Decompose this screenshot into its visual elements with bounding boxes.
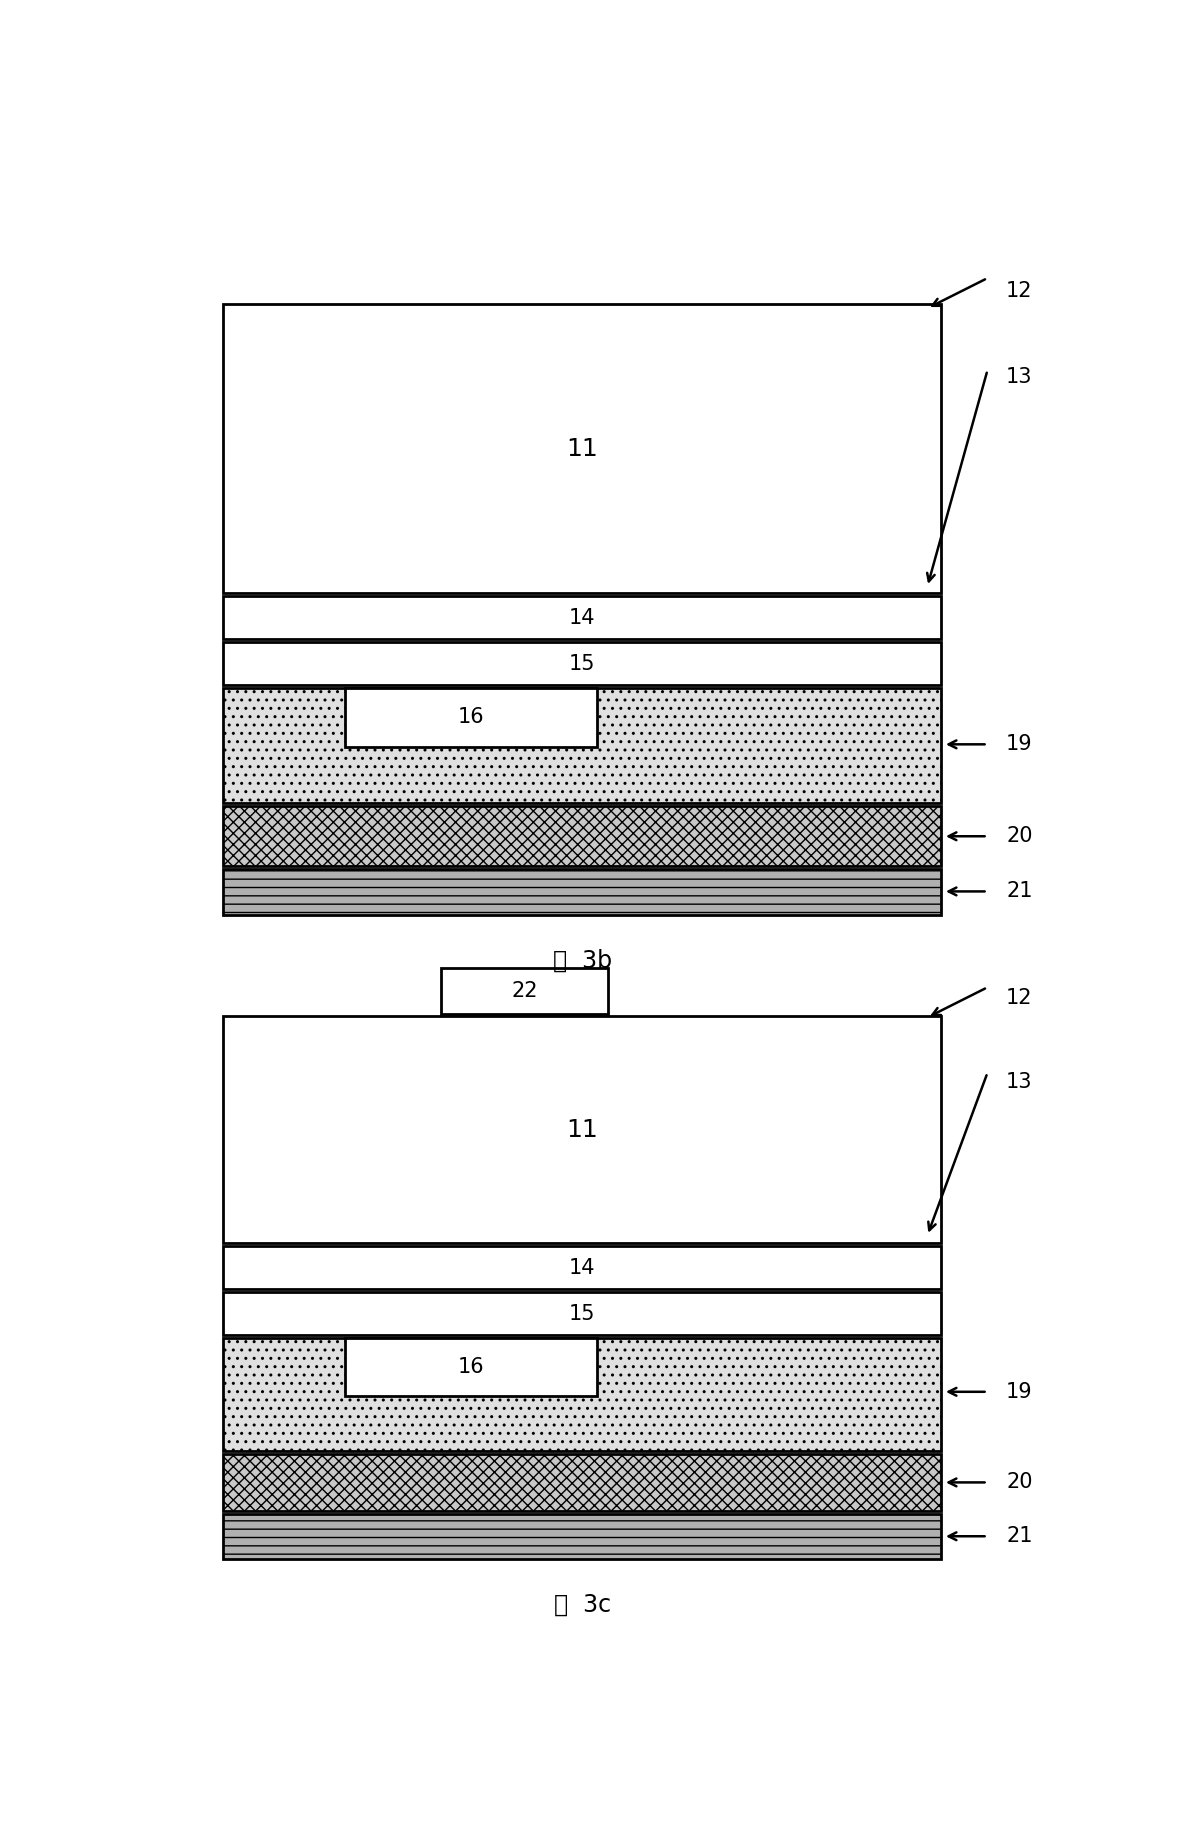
Bar <box>223 1292 942 1336</box>
Text: 13: 13 <box>1006 367 1032 387</box>
Text: 14: 14 <box>569 608 595 628</box>
Text: 11: 11 <box>566 436 599 462</box>
Text: 13: 13 <box>1006 1071 1032 1091</box>
Bar <box>223 1453 942 1511</box>
Bar <box>441 967 608 1013</box>
Bar <box>223 1515 942 1559</box>
Bar <box>223 1246 942 1288</box>
Text: 14: 14 <box>569 1257 595 1278</box>
Bar <box>223 1338 942 1451</box>
Text: 12: 12 <box>1006 281 1032 301</box>
Text: 图  3c: 图 3c <box>553 1593 611 1617</box>
Text: 19: 19 <box>1006 1382 1032 1402</box>
Bar <box>223 305 942 593</box>
Bar <box>223 688 942 803</box>
Bar <box>223 642 942 684</box>
Text: 16: 16 <box>458 1356 484 1376</box>
Bar <box>223 597 942 639</box>
Text: 20: 20 <box>1006 1473 1032 1493</box>
Bar <box>223 869 942 914</box>
Text: 12: 12 <box>1006 987 1032 1007</box>
Text: 21: 21 <box>1006 881 1032 902</box>
Bar <box>345 1338 596 1396</box>
Text: 22: 22 <box>511 980 538 1000</box>
Text: 图  3b: 图 3b <box>553 949 612 973</box>
Bar <box>223 807 942 867</box>
Bar <box>223 1017 942 1243</box>
Text: 21: 21 <box>1006 1526 1032 1546</box>
Text: 15: 15 <box>569 653 595 673</box>
Text: 16: 16 <box>458 708 484 728</box>
Text: 15: 15 <box>569 1303 595 1323</box>
Bar <box>345 688 596 746</box>
Text: 11: 11 <box>566 1117 599 1142</box>
Text: 19: 19 <box>1006 734 1032 754</box>
Text: 20: 20 <box>1006 827 1032 847</box>
